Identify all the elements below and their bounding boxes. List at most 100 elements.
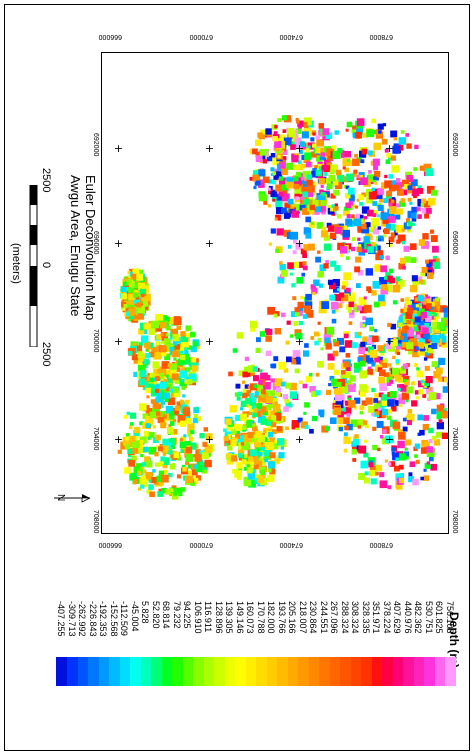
depth-pixel (384, 180, 392, 188)
depth-pixel (323, 263, 329, 269)
legend-swatch (255, 657, 267, 686)
depth-pixel (422, 343, 429, 349)
depth-pixel (278, 452, 285, 459)
depth-pixel (169, 488, 174, 493)
depth-pixel (365, 268, 373, 276)
depth-pixel (393, 137, 398, 141)
depth-pixel (286, 356, 292, 363)
depth-pixel (321, 301, 330, 309)
depth-pixel (358, 472, 366, 480)
depth-pixel (126, 311, 131, 316)
depth-pixel (172, 419, 177, 423)
depth-pixel (332, 279, 340, 287)
depth-pixel (306, 179, 313, 187)
depth-pixel (180, 346, 185, 351)
depth-pixel (345, 128, 349, 132)
depth-pixel (445, 324, 448, 330)
depth-pixel (256, 337, 261, 343)
depth-pixel (190, 429, 195, 435)
depth-pixel (265, 350, 272, 357)
depth-pixel (357, 237, 361, 241)
depth-pixel (190, 481, 195, 486)
depth-pixel (401, 228, 405, 232)
depth-pixel (408, 472, 413, 477)
depth-pixel (185, 418, 192, 424)
depth-pixel (181, 344, 188, 351)
depth-pixel (160, 474, 169, 483)
depth-pixel (251, 469, 256, 474)
depth-pixel (340, 370, 346, 375)
depth-pixel (422, 233, 429, 240)
depth-pixel (163, 469, 168, 475)
depth-pixel (188, 362, 193, 367)
depth-pixel (326, 162, 332, 168)
depth-pixel (357, 356, 363, 362)
depth-pixel (368, 174, 377, 183)
depth-pixel (426, 303, 432, 309)
depth-pixel (271, 180, 276, 185)
depth-pixel (196, 461, 202, 466)
depth-pixel (148, 432, 155, 438)
depth-pixel (295, 426, 299, 431)
depth-pixel (308, 191, 314, 197)
depth-pixel (373, 142, 381, 151)
grid-cross: + (384, 237, 395, 250)
depth-pixel (294, 187, 301, 194)
depth-pixel (350, 220, 355, 225)
depth-pixel (269, 452, 276, 459)
depth-pixel (173, 492, 177, 496)
depth-pixel (253, 384, 258, 388)
depth-pixel (404, 447, 408, 451)
depth-pixel (242, 454, 250, 462)
depth-pixel (377, 214, 381, 218)
depth-pixel (249, 176, 254, 181)
depth-pixel (178, 358, 185, 366)
depth-pixel (339, 346, 346, 353)
depth-pixel (408, 476, 414, 483)
legend-value-label: 79.232 (171, 601, 182, 629)
depth-pixel (397, 279, 405, 287)
depth-pixel (300, 295, 304, 300)
depth-pixel (282, 147, 286, 151)
depth-pixel (317, 250, 321, 254)
depth-pixel (398, 316, 404, 322)
depth-pixel (262, 159, 268, 164)
depth-pixel (319, 189, 324, 194)
left-tick-label: 704000 (92, 427, 99, 451)
depth-pixel (340, 406, 346, 412)
depth-pixel (247, 365, 256, 373)
depth-pixel (238, 370, 245, 377)
depth-pixel (264, 374, 271, 381)
depth-pixel (418, 389, 424, 395)
legend-swatch (108, 657, 120, 686)
depth-pixel (384, 435, 393, 444)
depth-pixel (344, 289, 351, 296)
depth-pixel (322, 128, 330, 136)
depth-pixel (285, 382, 292, 389)
depth-pixel (410, 381, 415, 386)
depth-pixel (278, 162, 286, 170)
depth-pixel (391, 197, 396, 201)
depth-pixel (402, 384, 406, 388)
depth-pixel (359, 370, 368, 379)
depth-pixel (187, 463, 193, 469)
legend-value-label: 230.864 (308, 601, 319, 634)
legend-value-label: 116.911 (203, 601, 214, 633)
depth-pixel (179, 420, 187, 427)
depth-pixel (251, 405, 256, 410)
depth-pixel (277, 276, 285, 284)
depth-pixel (291, 283, 296, 288)
depth-pixel (195, 406, 199, 410)
depth-pixel (310, 284, 316, 290)
depth-pixel (389, 391, 397, 398)
depth-pixel (409, 201, 413, 205)
depth-pixel (297, 301, 304, 309)
depth-pixel (426, 464, 431, 469)
depth-pixel (127, 453, 132, 458)
depth-pixel (332, 350, 339, 357)
depth-pixel (294, 307, 300, 313)
depth-pixel (352, 158, 360, 166)
depth-pixel (296, 277, 304, 284)
depth-pixel (356, 118, 365, 126)
depth-pixel (302, 383, 308, 389)
